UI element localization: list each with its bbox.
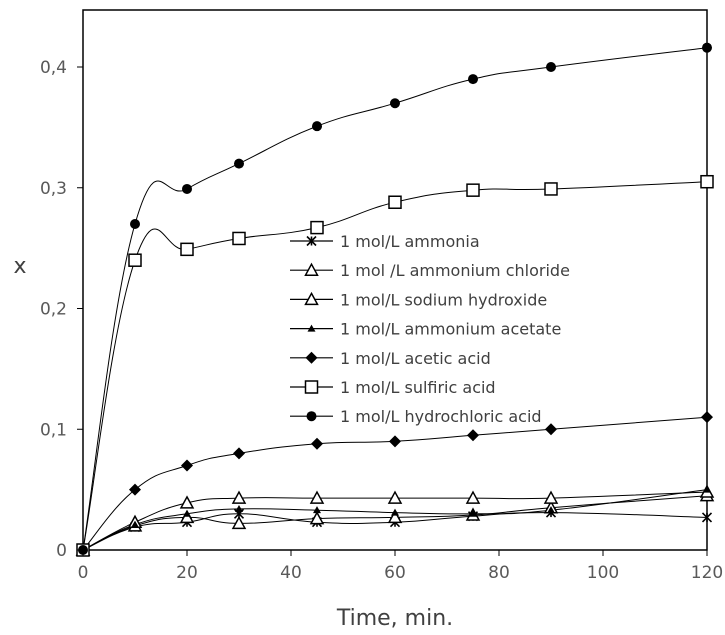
data-point-triangle-open xyxy=(231,490,247,504)
data-point-triangle-open xyxy=(231,515,247,530)
x-tick-label: 100 xyxy=(587,563,619,583)
legend-label: 1 mol/L hydrochloric acid xyxy=(340,407,542,426)
y-tick-label: 0,1 xyxy=(40,420,67,440)
legend-label: 1 mol /L ammonium chloride xyxy=(340,261,570,280)
data-point-triangle-small xyxy=(131,520,139,528)
data-point-square-open xyxy=(466,183,480,197)
y-tick-label: 0,2 xyxy=(40,300,67,320)
data-point-triangle-small xyxy=(547,506,555,514)
data-point-diamond xyxy=(545,423,557,436)
data-point-circle xyxy=(130,218,140,229)
y-tick-label: 0,4 xyxy=(40,58,67,78)
data-point-square-open xyxy=(128,253,142,267)
data-point-triangle-small xyxy=(391,508,399,516)
data-point-triangle-small xyxy=(183,509,191,517)
legend-swatch-marker xyxy=(304,380,319,394)
x-tick-label: 40 xyxy=(280,563,302,583)
data-point-circle xyxy=(546,62,556,72)
data-point-square-open xyxy=(388,195,402,209)
legend-swatch-marker xyxy=(306,411,317,422)
y-axis-title: x xyxy=(13,254,26,279)
data-point-triangle-small xyxy=(235,504,243,512)
data-point-triangle-small xyxy=(469,509,477,517)
data-point-square-open xyxy=(700,174,714,189)
data-point-diamond xyxy=(467,429,479,442)
series-line xyxy=(82,181,708,551)
data-point-asterisk xyxy=(701,512,713,523)
data-point-circle xyxy=(468,74,478,85)
data-point-square-open xyxy=(180,242,194,257)
data-point-triangle-open xyxy=(543,490,559,504)
legend-swatch-marker xyxy=(306,235,317,247)
data-point-square-open xyxy=(310,220,324,235)
data-point-triangle-open xyxy=(179,509,195,524)
data-point-diamond xyxy=(311,437,323,450)
data-point-diamond xyxy=(389,435,401,448)
data-point-circle xyxy=(182,183,192,194)
y-tick-label: 0 xyxy=(56,541,67,561)
legend-swatch-marker xyxy=(304,291,319,306)
data-point-diamond xyxy=(233,447,245,460)
legend-swatch-marker xyxy=(307,324,316,332)
data-point-circle xyxy=(390,98,400,109)
data-point-triangle-open xyxy=(387,490,403,504)
legend-swatch-marker xyxy=(305,351,318,364)
data-point-triangle-small xyxy=(703,485,711,493)
x-tick-label: 20 xyxy=(176,563,198,583)
x-tick-label: 0 xyxy=(78,563,89,583)
data-point-triangle-open xyxy=(309,511,325,525)
data-point-diamond xyxy=(701,411,713,424)
data-point-diamond xyxy=(181,459,193,472)
data-point-triangle-open xyxy=(309,490,325,504)
data-point-triangle-open xyxy=(387,509,403,524)
x-tick-label: 80 xyxy=(488,563,510,583)
data-point-triangle-open xyxy=(179,495,195,509)
data-point-triangle-open xyxy=(465,490,481,504)
series-line xyxy=(82,47,708,551)
legend-label: 1 mol/L acetic acid xyxy=(340,349,491,368)
legend-label: 1 mol/L sulfiric acid xyxy=(340,378,496,397)
legend-swatch-marker xyxy=(304,262,319,276)
legend-label: 1 mol/L ammonium acetate xyxy=(340,320,561,339)
legend-label: 1 mol/L ammonia xyxy=(340,232,480,251)
x-tick-label: 60 xyxy=(384,563,406,583)
data-point-circle xyxy=(702,42,712,53)
legend-label: 1 mol/L sodium hydroxide xyxy=(340,290,547,309)
x-axis-title: Time, min. xyxy=(336,606,453,631)
y-tick-label: 0,3 xyxy=(40,179,67,199)
data-point-diamond xyxy=(129,483,141,496)
data-point-triangle-small xyxy=(313,506,321,514)
data-point-square-open xyxy=(544,182,558,196)
data-point-square-open xyxy=(232,231,246,246)
data-point-circle xyxy=(312,121,322,132)
data-point-circle xyxy=(234,158,244,169)
x-tick-label: 120 xyxy=(691,563,723,583)
